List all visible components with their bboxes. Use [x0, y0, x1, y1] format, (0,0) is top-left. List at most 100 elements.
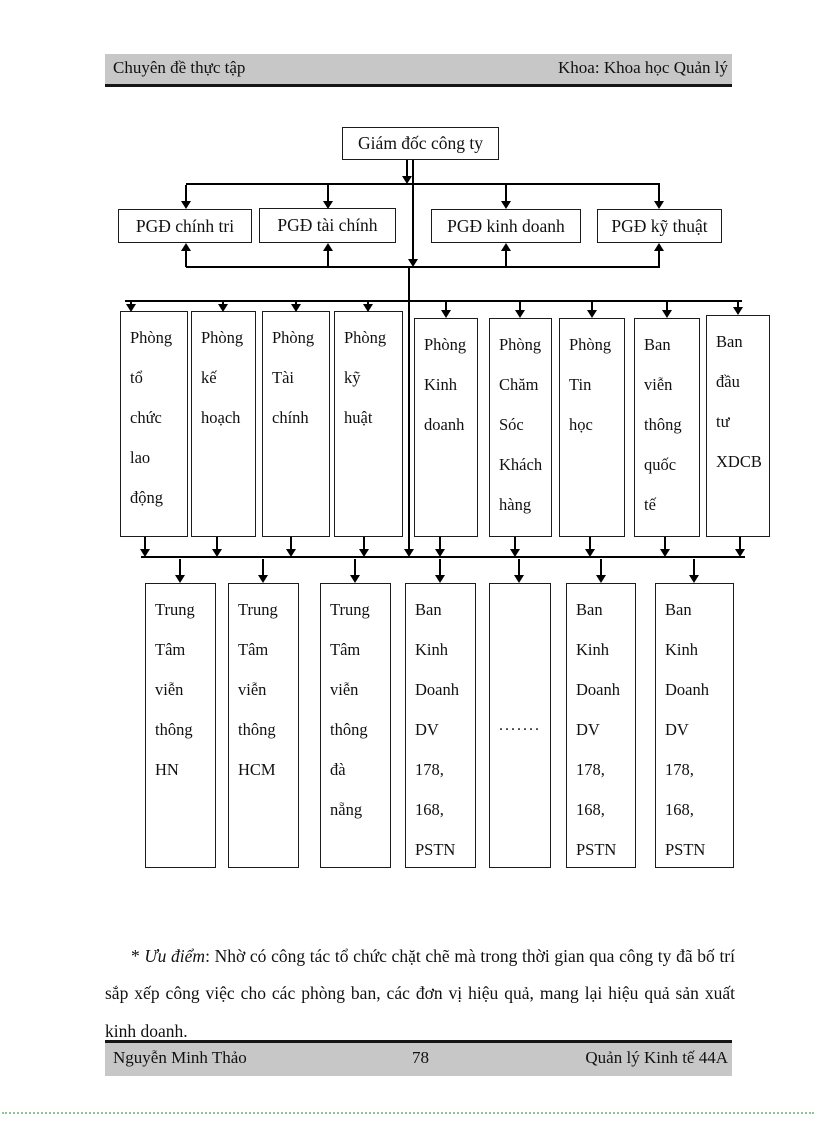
connector-arrow-icon: [735, 549, 745, 557]
connector-arrow-icon: [323, 243, 333, 251]
connector-line: [658, 185, 660, 201]
connector-arrow-icon: [181, 201, 191, 209]
connector-line: [666, 302, 668, 310]
connector-line: [363, 537, 365, 549]
page-header: Chuyên đề thực tập Khoa: Khoa học Quản l…: [105, 54, 732, 87]
unit-box-business-2: Ban Kinh Doanh DV 178, 168, PSTN: [566, 583, 636, 868]
connector-arrow-icon: [258, 575, 268, 583]
connector-arrow-icon: [350, 575, 360, 583]
connector-arrow-icon: [359, 549, 369, 557]
connector-line: [125, 300, 742, 302]
connector-arrow-icon: [515, 310, 525, 318]
unit-box-telecom-hn: Trung Tâm viễn thông HN: [145, 583, 216, 868]
connector-arrow-icon: [286, 549, 296, 557]
connector-line: [290, 537, 292, 549]
connector-line: [445, 302, 447, 310]
connector-line: [591, 302, 593, 310]
connector-line: [186, 266, 660, 268]
bottom-dotted-rule: [2, 1112, 814, 1114]
connector-line: [589, 537, 591, 549]
connector-arrow-icon: [441, 310, 451, 318]
connector-line: [739, 537, 741, 549]
unit-box-business-1: Ban Kinh Doanh DV 178, 168, PSTN: [405, 583, 476, 868]
connector-line: [367, 302, 369, 304]
connector-line: [514, 537, 516, 549]
connector-line: [505, 251, 507, 267]
connector-line: [406, 160, 408, 176]
dept-box-business: Phòng Kinh doanh: [414, 318, 478, 537]
footer-author: Nguyễn Minh Thảo: [113, 1047, 247, 1067]
dept-box-planning: Phòng kế hoạch: [191, 311, 256, 537]
connector-arrow-icon: [175, 575, 185, 583]
connector-arrow-icon: [181, 243, 191, 251]
header-left-text: Chuyên đề thực tập: [113, 58, 246, 77]
connector-arrow-icon: [404, 549, 414, 557]
connector-line: [658, 251, 660, 267]
connector-arrow-icon: [585, 549, 595, 557]
dept-box-investment: Ban đầu tư XDCB: [706, 315, 770, 537]
connector-arrow-icon: [363, 304, 373, 312]
connector-arrow-icon: [126, 304, 136, 312]
connector-line: [130, 302, 132, 304]
connector-line: [185, 251, 187, 267]
unit-box-telecom-danang: Trung Tâm viễn thông đà nẵng: [320, 583, 391, 868]
connector-line: [600, 559, 602, 575]
remark-text: : Nhờ có công tác tổ chức chặt chẽ mà tr…: [105, 945, 735, 1041]
connector-arrow-icon: [587, 310, 597, 318]
deputy-box-business: PGĐ kinh doanh: [431, 209, 581, 243]
connector-arrow-icon: [510, 549, 520, 557]
connector-arrow-icon: [291, 304, 301, 312]
connector-arrow-icon: [402, 176, 412, 184]
connector-line: [518, 559, 520, 575]
connector-arrow-icon: [408, 259, 418, 267]
deputy-box-technical: PGĐ kỹ thuật: [597, 209, 722, 243]
dept-box-finance: Phòng Tài chính: [262, 311, 330, 537]
connector-line: [505, 185, 507, 201]
connector-line: [141, 556, 745, 558]
connector-arrow-icon: [218, 304, 228, 312]
remark-marker: *: [131, 945, 145, 966]
dept-box-customer-care: Phòng Chăm Sóc Khách hàng: [489, 318, 552, 537]
remark-term: Ưu điểm: [144, 945, 206, 966]
connector-arrow-icon: [140, 549, 150, 557]
connector-arrow-icon: [323, 201, 333, 209]
connector-arrow-icon: [733, 307, 743, 315]
connector-line: [216, 537, 218, 549]
connector-line: [185, 185, 187, 201]
connector-line: [693, 559, 695, 575]
connector-arrow-icon: [435, 549, 445, 557]
connector-arrow-icon: [662, 310, 672, 318]
unit-box-ellipsis: .......: [489, 583, 551, 868]
connector-line: [327, 251, 329, 267]
connector-arrow-icon: [689, 575, 699, 583]
connector-line: [737, 302, 739, 307]
connector-line: [262, 559, 264, 575]
connector-arrow-icon: [514, 575, 524, 583]
dept-box-technical: Phòng kỹ huật: [334, 311, 403, 537]
connector-line: [354, 559, 356, 575]
director-box: Giám đốc công ty: [342, 127, 499, 160]
connector-arrow-icon: [660, 549, 670, 557]
page-footer: Nguyễn Minh Thảo 78 Quản lý Kinh tế 44A: [105, 1040, 732, 1076]
connector-arrow-icon: [501, 243, 511, 251]
connector-line: [222, 302, 224, 304]
deputy-box-finance: PGĐ tài chính: [259, 208, 396, 243]
connector-line: [186, 183, 660, 185]
dept-box-org-labor: Phòng tổ chức lao động: [120, 311, 188, 537]
connector-line: [295, 302, 297, 304]
connector-line: [327, 185, 329, 201]
connector-arrow-icon: [596, 575, 606, 583]
connector-line: [439, 537, 441, 549]
header-right-text: Khoa: Khoa học Quản lý: [558, 58, 728, 77]
remark-paragraph: * Ưu điểm: Nhờ có công tác tổ chức chặt …: [105, 938, 735, 1051]
connector-line: [179, 559, 181, 575]
connector-arrow-icon: [501, 201, 511, 209]
connector-line: [664, 537, 666, 549]
deputy-box-politics: PGĐ chính tri: [118, 209, 252, 243]
footer-page-number: 78: [412, 1047, 429, 1067]
connector-line: [412, 160, 414, 259]
unit-box-business-3: Ban Kinh Doanh DV 178, 168, PSTN: [655, 583, 734, 868]
connector-line: [439, 559, 441, 575]
dept-box-intl-telecom: Ban viễn thông quốc tế: [634, 318, 700, 537]
